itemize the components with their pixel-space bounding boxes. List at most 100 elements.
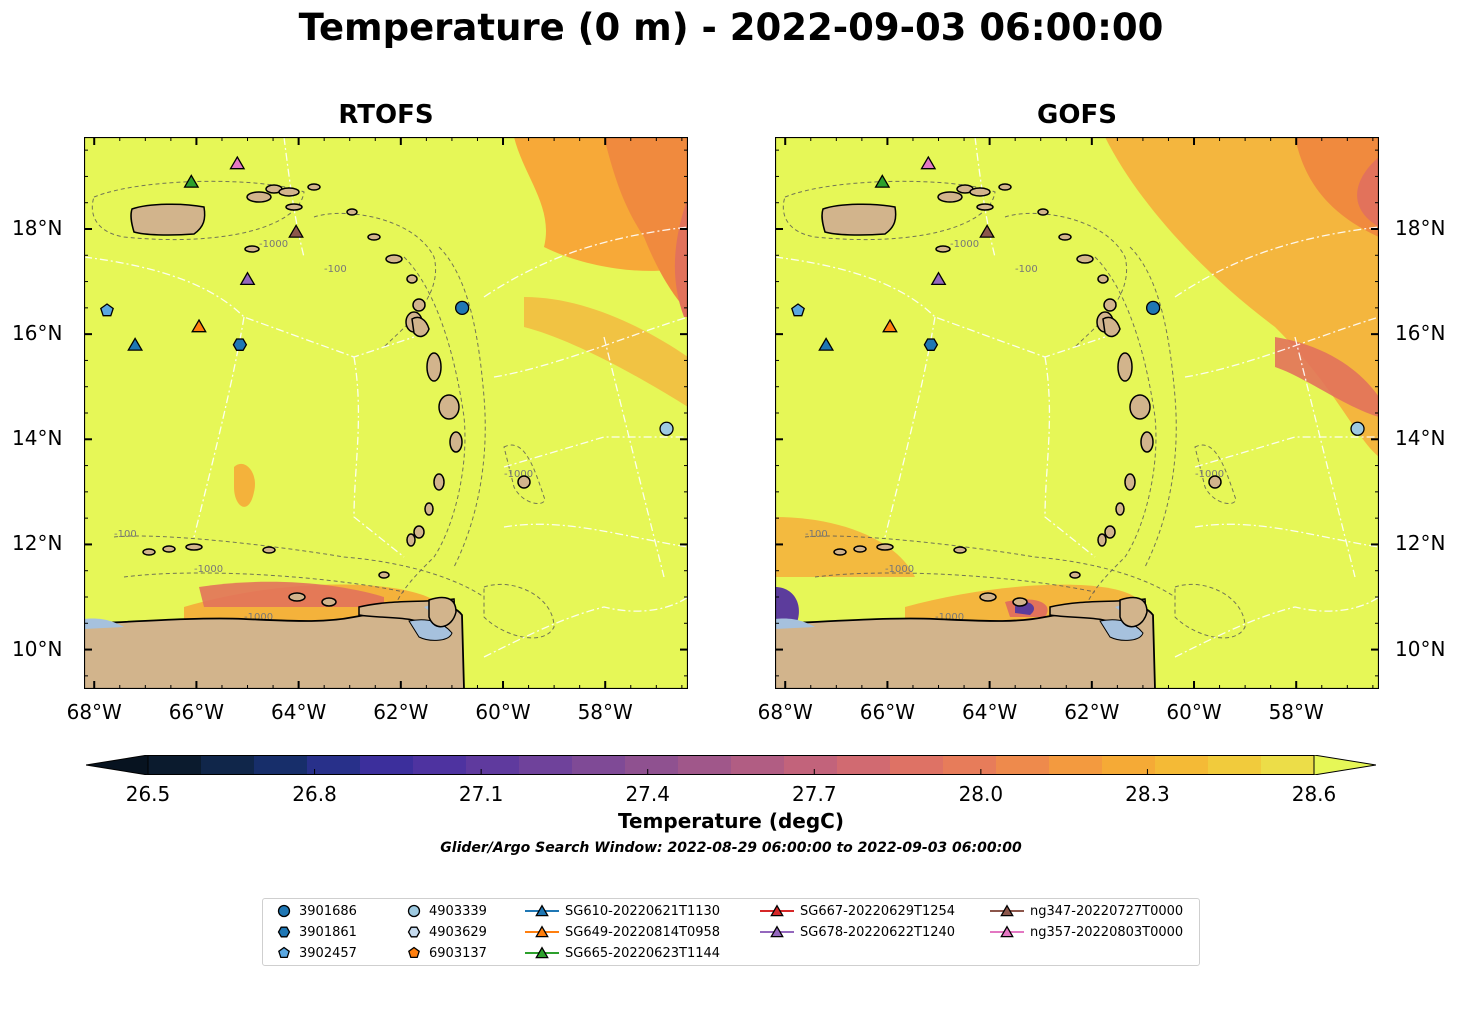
colorbar-segment [784,755,838,775]
search-window-note: Glider/Argo Search Window: 2022-08-29 06… [440,840,1022,856]
legend-label: SG610-20220621T1130 [565,903,721,919]
colorbar-tick-label: 28.6 [1291,782,1337,806]
legend-marker-triangle-icon [525,925,559,938]
colorbar-segment [148,755,202,775]
y-tick-label: 18°N [1395,216,1446,240]
svg-text:-1000: -1000 [194,564,223,575]
x-tick-label: 64°W [961,700,1018,724]
legend-marker-shape [770,925,784,938]
colorbar-segment [519,755,573,775]
marker-3901861 [923,338,939,351]
marker-4903339 [1350,421,1365,436]
marker-sg678-20220622t1240 [930,271,947,286]
panel-title-gofs: GOFS [1037,100,1117,130]
marker-3902457 [100,303,114,317]
legend-label: 6903137 [429,945,487,961]
colorbar-tick-label: 27.1 [458,782,504,806]
x-tick-label: 58°W [1268,700,1324,724]
y-tick-label: 16°N [1395,321,1446,346]
land-masses [84,183,531,689]
colorbar-segment [943,755,997,775]
contour-labels: -1000 -100 -100 -1000 -1000 -1000 [805,239,1224,623]
svg-text:-100: -100 [805,529,828,540]
legend-item: SG667-20220629T1254 [760,902,955,920]
legend-item: SG665-20220623T1144 [525,944,720,962]
colorbar-tick-label: 27.7 [792,782,837,806]
colorbar-segment [413,755,467,775]
legend: 3901686 3901861 3902457 4903339 4903629 69031… [262,898,1200,966]
legend-marker-shape [277,904,291,918]
marker-4903339 [659,421,674,436]
marker-sg678-20220622t1240 [239,271,256,286]
marker-3901686 [1145,300,1161,316]
legend-marker-circle-icon [277,904,291,918]
y-tick-label: 18°N [12,216,63,240]
legend-item: 3901861 [275,923,357,941]
colorbar-segment [890,755,944,775]
legend-item: ng347-20220727T0000 [990,902,1183,920]
colorbar-segment [678,755,732,775]
legend-item: SG610-20220621T1130 [525,902,720,920]
legend-marker-triangle-icon [990,925,1024,938]
colorbar-segment [307,755,361,775]
y-tick-label: 14°N [1395,426,1446,451]
colorbar-segment [1208,755,1262,775]
legend-marker-pentagon-icon [278,946,290,959]
colorbar-tick-label: 28.3 [1125,782,1170,806]
x-tick-label: 60°W [1166,700,1222,724]
eez-boundaries [775,137,1379,658]
axis-minor-ticks [775,137,1379,689]
contour-labels: -1000 -100 -100 -1000 -1000 -1000 [114,239,533,623]
legend-marker-shape [407,926,421,938]
svg-text:-1000: -1000 [244,612,273,623]
marker-ng347-20220727t0000 [288,224,304,238]
y-tick-label: 10°N [12,636,63,661]
svg-text:-100: -100 [114,529,137,540]
legend-item: 4903629 [405,923,487,941]
bathymetry-contours [91,180,555,639]
svg-text:-1000: -1000 [1195,469,1224,480]
colorbar-tick-label: 26.5 [125,782,171,806]
legend-label: 3902457 [299,945,357,961]
colorbar-frame [147,755,1315,775]
legend-marker-shape [407,904,421,918]
y-tick-label: 12°N [1395,531,1446,556]
panel-title-rtofs: RTOFS [338,100,434,130]
marker-sg610-20220621t1130 [127,337,144,351]
marker-3902457 [791,303,805,317]
legend-label: 4903339 [429,903,487,919]
marker-sg665-20220623t1144 [183,174,200,188]
legend-marker-shape [535,946,549,959]
colorbar-segment [996,755,1050,775]
legend-marker-shape [1000,925,1014,938]
x-tick-label: 68°W [66,700,122,724]
marker-sg610-20220621t1130 [818,337,835,351]
marker-3901686 [454,300,470,316]
legend-marker-triangle-icon [990,904,1024,917]
legend-label: SG678-20220622T1240 [800,924,956,940]
map-rtofs: -1000 -100 -100 -1000 -1000 -1000 [84,137,688,689]
observation-markers [100,155,674,436]
legend-marker-shape [535,925,549,938]
legend-marker-shape [278,946,290,959]
legend-marker-shape [770,904,784,917]
y-tick-label: 12°N [12,531,63,556]
legend-item: SG678-20220622T1240 [760,923,955,941]
legend-item: ng357-20220803T0000 [990,923,1183,941]
colorbar-segment [1049,755,1103,775]
x-tick-label: 68°W [757,700,813,724]
legend-item: 3902457 [275,944,357,962]
legend-item: 4903339 [405,902,487,920]
x-tick-label: 66°W [859,700,916,724]
marker-sg665-20220623t1144 [874,174,891,188]
legend-label: SG667-20220629T1254 [800,903,956,919]
x-tick-label: 62°W [1064,700,1120,724]
x-tick-label: 66°W [168,700,225,724]
x-tick-label: 60°W [475,700,531,724]
legend-marker-hexagon-icon [277,926,291,938]
legend-label: SG649-20220814T0958 [565,924,721,940]
marker-ng357-20220803t0000 [920,155,937,170]
legend-label: SG665-20220623T1144 [565,945,721,961]
legend-marker-hexagon-icon [407,926,421,938]
legend-marker-shape [277,926,291,938]
